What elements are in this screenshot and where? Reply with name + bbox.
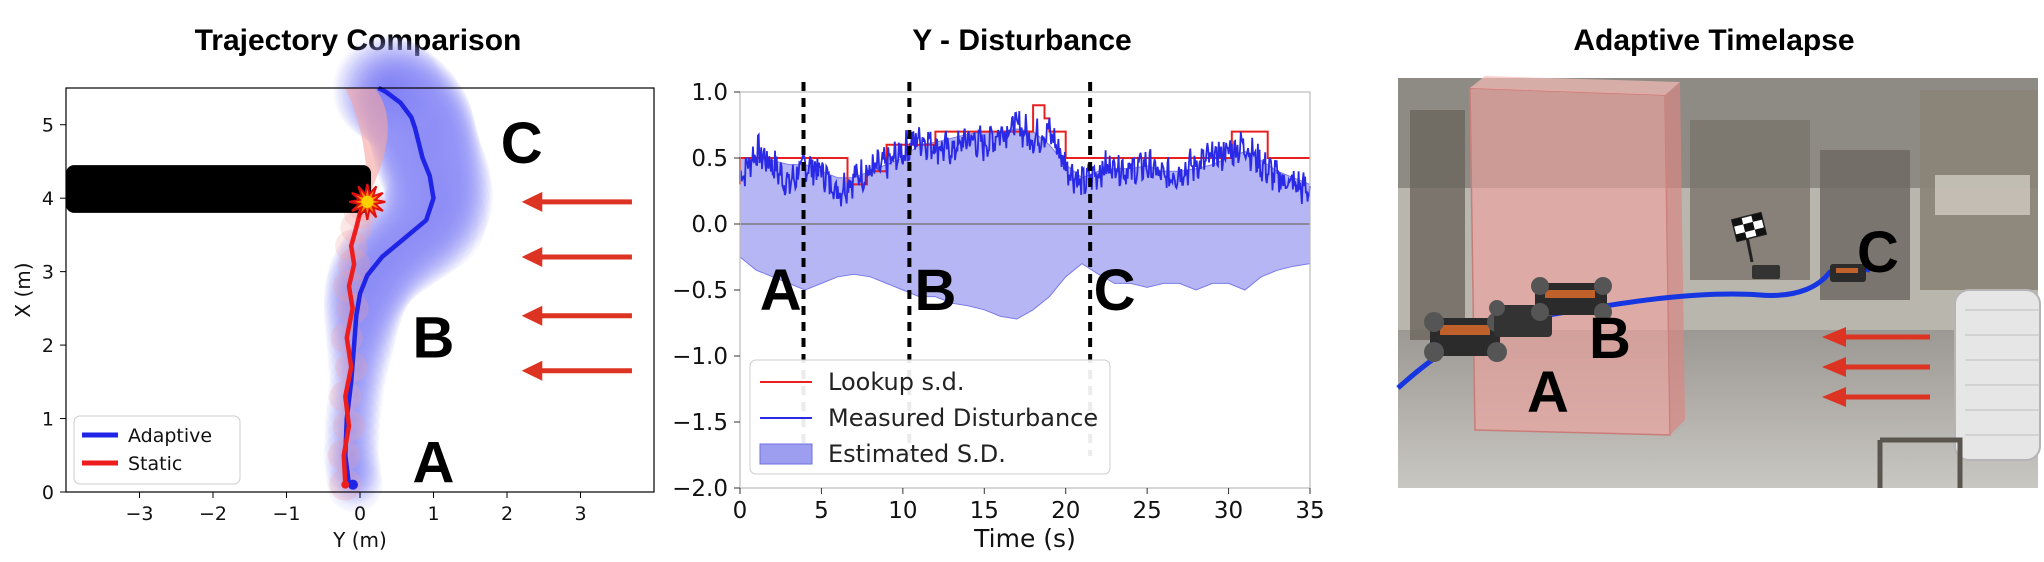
disturbance-xtick-label: 5 xyxy=(814,498,829,524)
legend-adaptive-label: Adaptive xyxy=(128,425,212,447)
timelapse-label-c: C xyxy=(1857,220,1899,285)
trajectory-ytick-label: 1 xyxy=(42,409,54,431)
trajectory-ylabel: X (m) xyxy=(11,262,35,317)
measured-disturbance-line xyxy=(739,111,1311,207)
trajectory-xtick-label: 3 xyxy=(574,503,586,525)
timelapse-title: Adaptive Timelapse xyxy=(1573,24,1854,57)
disturbance-xtick-label: 15 xyxy=(970,498,999,524)
disturbance-region-label: A xyxy=(760,258,802,323)
trajectory-xtick-label: −3 xyxy=(125,503,153,525)
collision-marker-core xyxy=(361,195,374,208)
drone-c xyxy=(1752,264,1866,282)
disturbance-ytick-label: −1.0 xyxy=(672,344,728,370)
wind-arrow-head xyxy=(521,360,543,381)
disturbance-ytick-label: 1.0 xyxy=(691,80,728,106)
disturbance-ytick-label: −1.5 xyxy=(672,410,728,436)
legend-estimated-label: Estimated S.D. xyxy=(828,440,1006,468)
trajectory-ytick-label: 5 xyxy=(42,115,54,137)
trajectory-panel: Trajectory Comparison ABC −3 −2 −1 0 1 2 30123… xyxy=(11,24,655,552)
trajectory-legend: Adaptive Static xyxy=(73,415,241,485)
disturbance-title: Y - Disturbance xyxy=(912,24,1132,57)
fan xyxy=(1954,289,2041,461)
trajectory-ytick-label: 3 xyxy=(42,262,54,284)
trajectory-region-label: C xyxy=(501,111,543,176)
disturbance-region-label: B xyxy=(914,258,956,323)
disturbance-xtick-label: 20 xyxy=(1051,498,1080,524)
timelapse-label-b: B xyxy=(1589,306,1631,371)
obstacle-box xyxy=(1469,87,1671,436)
trajectory-ytick-label: 2 xyxy=(42,335,54,357)
legend-measured-label: Measured Disturbance xyxy=(828,404,1098,432)
disturbance-xtick-label: 30 xyxy=(1214,498,1243,524)
disturbance-ytick-label: 0.5 xyxy=(691,146,728,172)
adaptive-start-point xyxy=(347,479,358,490)
trajectory-xtick-label: 2 xyxy=(501,503,513,525)
legend-estimated-swatch xyxy=(759,443,813,465)
trajectory-xtick-label: 1 xyxy=(427,503,439,525)
disturbance-ytick-label: −0.5 xyxy=(672,278,728,304)
disturbance-xtick-label: 35 xyxy=(1295,498,1324,524)
obstacle-wall xyxy=(66,165,372,213)
disturbance-ytick-label: 0.0 xyxy=(691,212,728,238)
static-wake xyxy=(345,88,388,199)
trajectory-xtick-label: −1 xyxy=(272,503,300,525)
trajectory-ytick-label: 4 xyxy=(42,188,54,210)
finish-flag-icon xyxy=(1730,211,1768,263)
trajectory-xtick-label: 0 xyxy=(354,503,366,525)
timelapse-panel: Adaptive Timelapse xyxy=(1396,24,2041,488)
legend-lookup-label: Lookup s.d. xyxy=(828,368,965,396)
disturbance-xtick-label: 0 xyxy=(733,498,748,524)
disturbance-legend: Lookup s.d. Measured Disturbance Estimat… xyxy=(749,359,1111,475)
wind-arrow-head xyxy=(521,305,543,326)
disturbance-xtick-label: 25 xyxy=(1133,498,1162,524)
disturbance-xtick-label: 10 xyxy=(888,498,917,524)
drone-b xyxy=(1531,277,1612,321)
disturbance-ytick-label: −2.0 xyxy=(672,476,728,502)
timelapse-photo: A B C xyxy=(1396,76,2041,488)
wind-arrow-head xyxy=(521,191,543,212)
trajectory-xtick-label: −2 xyxy=(199,503,227,525)
disturbance-xlabel: Time (s) xyxy=(973,524,1076,553)
static-start-point xyxy=(341,480,350,489)
timelapse-label-a: A xyxy=(1527,360,1569,425)
wind-arrow-head xyxy=(521,246,543,267)
legend-static-label: Static xyxy=(128,453,182,475)
trajectory-xlabel: Y (m) xyxy=(332,528,387,552)
timelapse-wind-arrows xyxy=(1822,327,1930,407)
disturbance-region-label: C xyxy=(1094,258,1136,323)
disturbance-panel: Y - Disturbance A B C 0 5 10 15 20 25 30 35 1.0 0.5… xyxy=(672,24,1325,553)
trajectory-region-label: A xyxy=(413,431,455,496)
trajectory-ytick-label: 0 xyxy=(42,482,54,504)
trajectory-region-label: B xyxy=(413,306,455,371)
